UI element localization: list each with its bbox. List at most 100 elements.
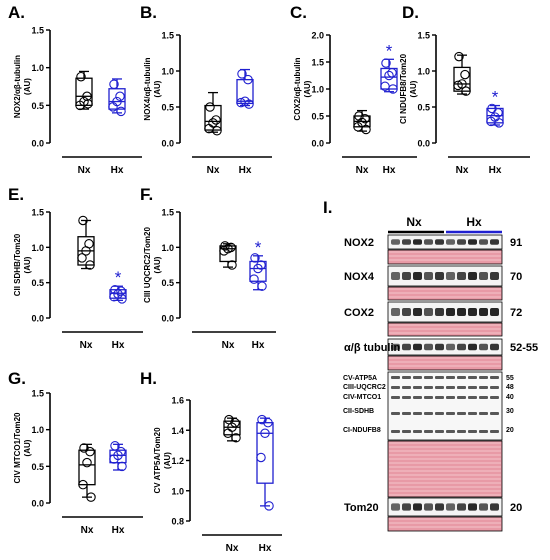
panel-letter: C. [290,3,307,22]
oxphos-kda: 55 [506,375,514,382]
oxphos-band [424,412,433,415]
oxphos-band [435,430,444,433]
blot-band [490,503,499,511]
oxphos-blot [387,371,503,441]
blot-band [468,308,477,316]
oxphos-band [490,412,499,415]
significance-star: * [115,268,122,287]
x-category-label: Nx [226,543,239,554]
x-category-label: Nx [78,165,91,176]
oxphos-band [479,386,488,389]
blot-band [391,308,400,316]
data-point [83,99,93,109]
y-axis-label: CV ATP5A/Tom20 [153,427,162,494]
blot-band [457,239,466,245]
data-point [227,260,237,270]
data-point [381,58,391,68]
oxphos-band [413,386,422,389]
data-point [256,452,266,463]
oxphos-band [391,396,400,399]
blot-row-label: COX2 [344,307,374,319]
panel-letter: G. [8,369,26,388]
y-tick-label: 1.5 [417,31,430,41]
data-point [454,51,464,62]
data-point [219,246,229,256]
blot-band [413,503,422,511]
data-point [387,68,397,78]
oxphos-band [490,396,499,399]
oxphos-band [446,412,455,415]
panel-letter: A. [8,3,25,22]
blot-band [424,503,433,511]
oxphos-label: CIV-MTCO1 [343,394,381,401]
blot-band [490,308,499,316]
blot-band [457,503,466,511]
data-point [108,102,118,112]
oxphos-band [468,430,477,433]
oxphos-band [435,386,444,389]
oxphos-band [391,386,400,389]
box-iqr [256,422,274,484]
blot-band [490,272,499,280]
y-axis-label: CI NDUFB8/Tom20 [399,53,408,124]
oxphos-band [490,376,499,379]
x-category-label: Nx [207,165,220,176]
data-point [117,294,127,304]
y-tick-label: 2.0 [311,31,324,41]
panel-letter: F. [140,185,153,204]
blot-band [446,308,455,316]
blot-band [402,308,411,316]
blot-band [479,503,488,511]
blot-band [468,503,477,511]
data-point [253,263,263,274]
oxphos-label: CII-SDHB [343,408,374,415]
blot-lane-strip [387,234,503,250]
blot-band [413,343,422,351]
chart-panel-b: B. 0.0 0.5 1.0 1.5 Nx Hx NOX4/αβ-tubulin (AU) [140,3,272,176]
oxphos-band [391,430,400,433]
y-tick-label: 1.5 [161,208,174,218]
data-point [77,253,87,263]
oxphos-band [446,396,455,399]
y-tick-label: 1.0 [161,243,174,253]
blot-band [457,308,466,316]
y-axis-label-group: NOX4/αβ-tubulin (AU) [143,57,162,120]
ponceau-stain [387,440,503,498]
oxphos-kda: 48 [506,384,514,391]
y-tick-label: 1.2 [171,456,184,466]
blot-band [446,239,455,245]
x-category-label: Hx [383,165,396,176]
oxphos-band [413,396,422,399]
data-point [354,111,364,121]
data-point [212,126,222,136]
y-axis-label-group: CII SDHB/Tom20 (AU) [13,233,32,296]
chart-panel-g: G. 0.0 0.5 1.0 1.5 Nx Hx CIV MTCO1/Tom20 (AU) [8,369,143,536]
y-axis-label: CIII UQCRC2/Tom20 [143,227,152,303]
oxphos-band [468,396,477,399]
data-point [220,241,230,251]
panel-letter: E. [8,185,24,204]
y-axis-label: CII SDHB/Tom20 [13,233,22,296]
blot-lane-strip [387,338,503,356]
blot-row-label: Tom20 [344,502,379,514]
y-tick-label: 1.4 [171,426,184,436]
significance-star: * [255,238,262,257]
blot-band [424,343,433,351]
oxphos-band [479,396,488,399]
data-point [388,84,398,94]
y-tick-label: 0.0 [161,314,174,324]
data-point [82,457,92,468]
data-point [263,417,273,428]
blot-band [446,503,455,511]
data-point [205,102,215,112]
data-point [85,260,95,270]
blot-band [457,343,466,351]
data-point [461,86,471,96]
oxphos-band [468,376,477,379]
chart-panel-a: A. 0.0 0.5 1.0 1.5 Nx Hx NOX2/αβ-tubulin (AU) [8,3,142,176]
oxphos-band [435,412,444,415]
x-category-label: Hx [259,543,272,554]
blot-row-label: α/β tubulin [344,342,401,354]
blot-group-label-nx: Nx [406,215,422,229]
y-axis-unit: (AU) [163,452,172,469]
